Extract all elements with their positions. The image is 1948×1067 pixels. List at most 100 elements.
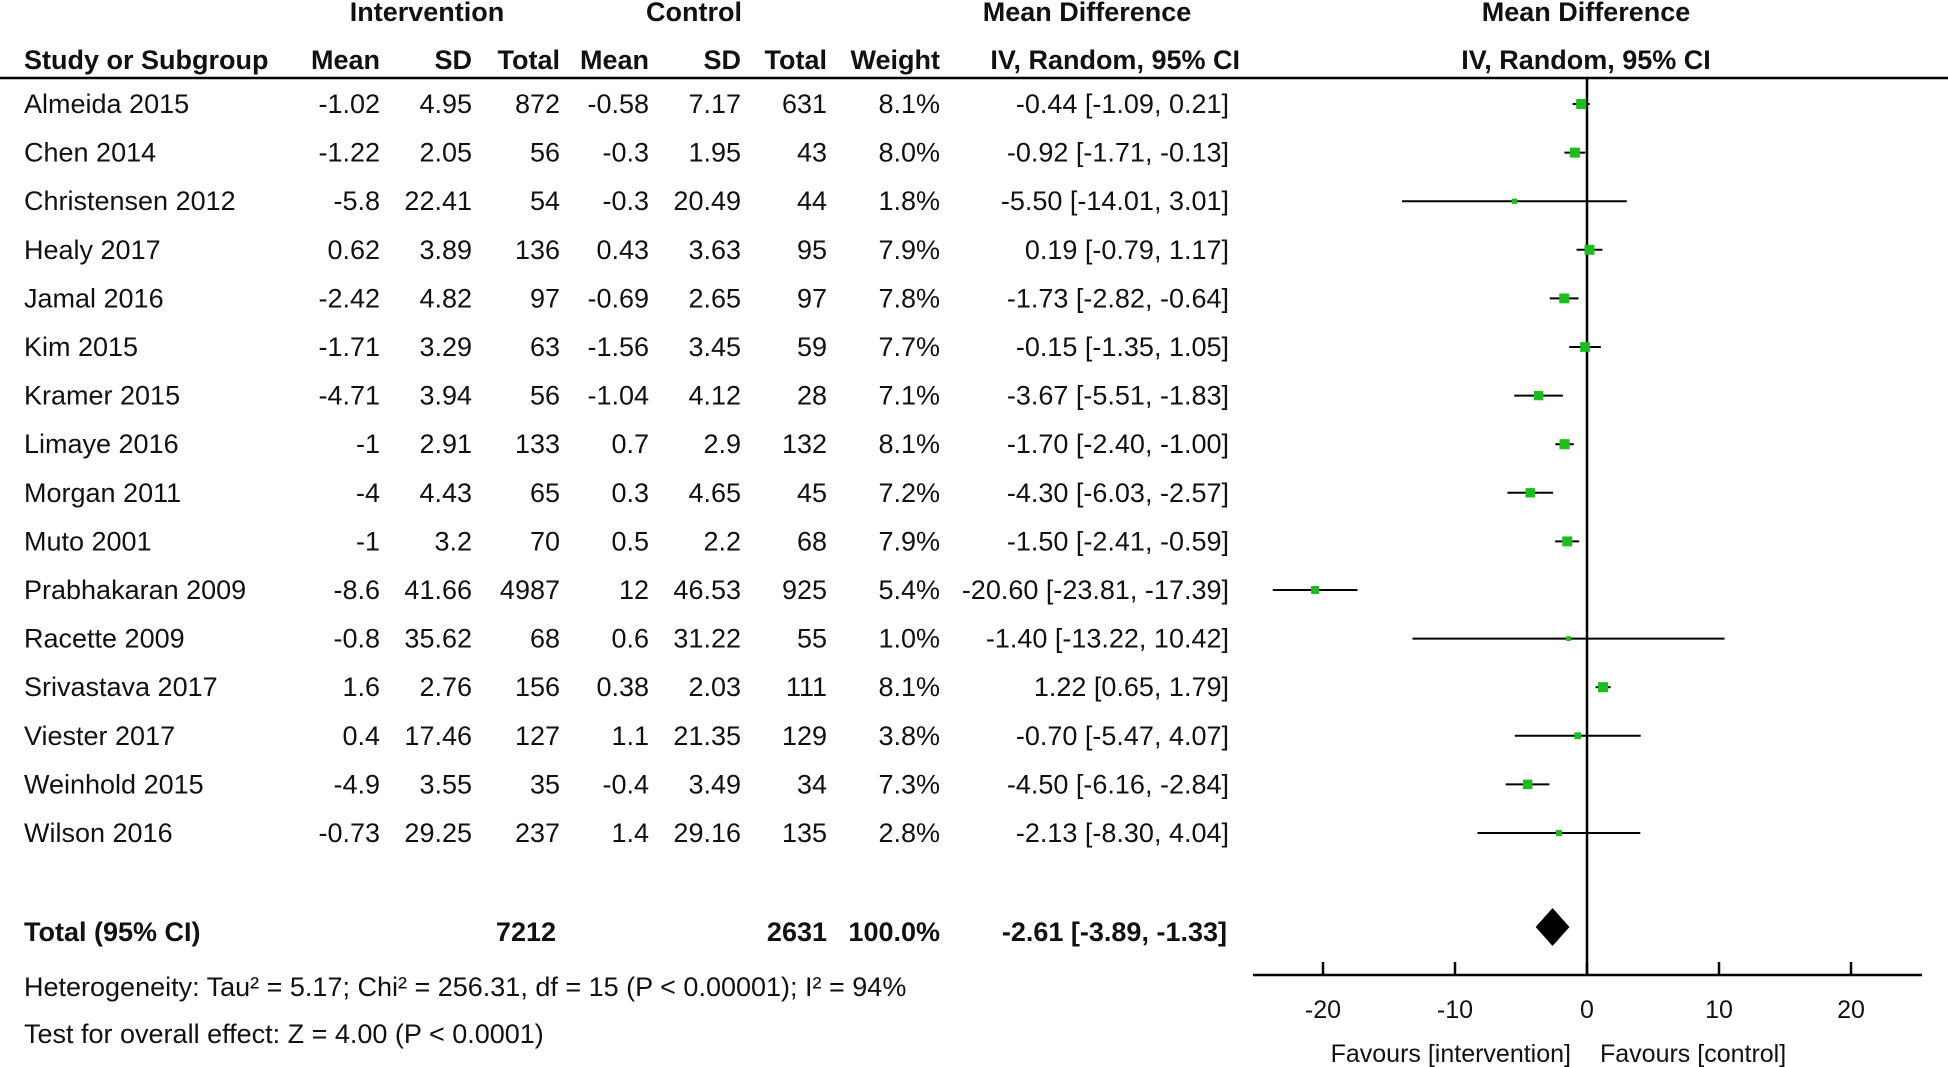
cell-ctl-sd: 3.63 [688, 235, 741, 265]
cell-ci-text: -0.44 [-1.09, 0.21] [1016, 89, 1229, 119]
cell-ctl-total: 59 [797, 332, 827, 362]
cell-weight: 8.0% [878, 138, 940, 168]
favours-control-label: Favours [control] [1600, 1040, 1786, 1067]
cell-ctl-total: 55 [797, 624, 827, 654]
table-row: Jamal 2016 -2.42 4.82 97 -0.69 2.65 97 7.8% -1.7… [24, 283, 1229, 313]
point-estimate-marker [1569, 147, 1580, 158]
point-estimate-marker [1511, 198, 1518, 204]
header-intervention: Intervention [350, 0, 505, 27]
cell-name: Morgan 2011 [24, 478, 181, 508]
cell-name: Muto 2001 [24, 526, 152, 556]
cell-ctl-sd: 46.53 [673, 575, 741, 605]
cell-ctl-mean: 0.3 [611, 478, 649, 508]
header-int-mean: Mean [311, 45, 380, 75]
cell-ctl-mean: -1.04 [587, 381, 649, 411]
cell-ctl-sd: 21.35 [673, 721, 741, 751]
plot-area: -20 -10 0 10 20 [1253, 78, 1922, 1024]
cell-int-total: 65 [530, 478, 560, 508]
cell-weight: 8.1% [878, 89, 940, 119]
cell-int-total: 156 [515, 672, 560, 702]
cell-ctl-sd: 20.49 [673, 186, 741, 216]
cell-weight: 7.9% [878, 235, 940, 265]
cell-int-total: 872 [515, 89, 560, 119]
cell-name: Wilson 2016 [24, 818, 173, 848]
header-plot-mean-difference: Mean Difference [1482, 0, 1691, 27]
cell-ctl-total: 68 [797, 526, 827, 556]
x-axis-tick-label: -20 [1305, 996, 1341, 1024]
cell-name: Prabhakaran 2009 [24, 575, 246, 605]
cell-weight: 7.9% [878, 526, 940, 556]
cell-ci-text: -1.40 [-13.22, 10.42] [986, 624, 1229, 654]
table-row: Christensen 2012 -5.8 22.41 54 -0.3 20.49 44 1.… [24, 186, 1229, 216]
cell-name: Srivastava 2017 [24, 672, 218, 702]
cell-ci-text: -20.60 [-23.81, -17.39] [962, 575, 1229, 605]
total-int-total: 7212 [496, 917, 556, 947]
cell-ctl-sd: 29.16 [673, 818, 741, 848]
cell-ci-text: -0.92 [-1.71, -0.13] [1007, 138, 1229, 168]
cell-int-sd: 29.25 [404, 818, 472, 848]
cell-int-total: 54 [530, 186, 560, 216]
cell-ctl-sd: 2.2 [703, 526, 741, 556]
cell-ctl-sd: 3.45 [688, 332, 741, 362]
cell-name: Chen 2014 [24, 138, 156, 168]
overall-effect-text: Test for overall effect: Z = 4.00 (P < 0… [24, 1019, 544, 1049]
table-row: Prabhakaran 2009 -8.6 41.66 4987 12 46.53 925 5… [24, 575, 1229, 605]
cell-int-mean: -1.02 [318, 89, 380, 119]
cell-ctl-sd: 3.49 [688, 769, 741, 799]
cell-int-sd: 35.62 [404, 624, 472, 654]
cell-int-total: 70 [530, 526, 560, 556]
cell-ci-text: -1.50 [-2.41, -0.59] [1007, 526, 1229, 556]
x-axis-tick-label: 0 [1580, 996, 1594, 1024]
header-ci: IV, Random, 95% CI [990, 45, 1240, 75]
cell-int-mean: 0.62 [327, 235, 380, 265]
pooled-effect-diamond [1535, 908, 1570, 946]
cell-int-mean: -4 [356, 478, 380, 508]
cell-ctl-total: 135 [782, 818, 827, 848]
cell-int-mean: -4.71 [318, 381, 380, 411]
cell-ctl-sd: 7.17 [688, 89, 741, 119]
cell-ci-text: -1.70 [-2.40, -1.00] [1007, 429, 1229, 459]
cell-name: Almeida 2015 [24, 89, 189, 119]
cell-weight: 7.2% [878, 478, 940, 508]
point-estimate-marker [1559, 293, 1570, 304]
cell-int-sd: 17.46 [404, 721, 472, 751]
cell-int-mean: -4.9 [333, 769, 380, 799]
cell-ctl-sd: 2.03 [688, 672, 741, 702]
cell-ctl-mean: 0.43 [596, 235, 649, 265]
cell-ctl-sd: 4.65 [688, 478, 741, 508]
x-axis-tick-label: -10 [1437, 996, 1473, 1024]
point-estimate-marker [1522, 779, 1533, 790]
cell-int-mean: -1.71 [318, 332, 380, 362]
cell-ctl-mean: -0.58 [587, 89, 649, 119]
header-ctl-total: Total [765, 45, 828, 75]
cell-int-sd: 3.55 [419, 769, 472, 799]
cell-ci-text: -0.15 [-1.35, 1.05] [1016, 332, 1229, 362]
point-estimate-marker [1598, 682, 1609, 693]
cell-int-total: 97 [530, 283, 560, 313]
cell-int-mean: 0.4 [342, 721, 380, 751]
header-ctl-sd: SD [703, 45, 741, 75]
cell-int-total: 56 [530, 138, 560, 168]
cell-weight: 7.7% [878, 332, 940, 362]
point-estimate-marker [1584, 244, 1595, 255]
cell-ctl-total: 28 [797, 381, 827, 411]
table-row: Kramer 2015 -4.71 3.94 56 -1.04 4.12 28 7.1% -3.… [24, 381, 1229, 411]
point-estimate-marker [1559, 439, 1570, 450]
cell-ctl-total: 95 [797, 235, 827, 265]
point-estimate-marker [1533, 390, 1544, 401]
cell-int-mean: -1 [356, 429, 380, 459]
table-row: Healy 2017 0.62 3.89 136 0.43 3.63 95 7.9% 0.19 … [24, 235, 1229, 265]
cell-ctl-total: 111 [786, 672, 827, 702]
cell-ci-text: -4.50 [-6.16, -2.84] [1007, 769, 1229, 799]
table-row: Almeida 2015 -1.02 4.95 872 -0.58 7.17 631 8.1%… [24, 89, 1229, 119]
cell-int-sd: 22.41 [404, 186, 472, 216]
table-row: Limaye 2016 -1 2.91 133 0.7 2.9 132 8.1% -1.70 [… [24, 429, 1229, 459]
cell-name: Healy 2017 [24, 235, 161, 265]
cell-int-total: 4987 [500, 575, 560, 605]
cell-ctl-total: 631 [782, 89, 827, 119]
cell-int-sd: 3.2 [434, 526, 472, 556]
cell-ci-text: -4.30 [-6.03, -2.57] [1007, 478, 1229, 508]
cell-int-sd: 3.89 [419, 235, 472, 265]
header-study: Study or Subgroup [24, 45, 268, 75]
cell-int-mean: -5.8 [333, 186, 380, 216]
